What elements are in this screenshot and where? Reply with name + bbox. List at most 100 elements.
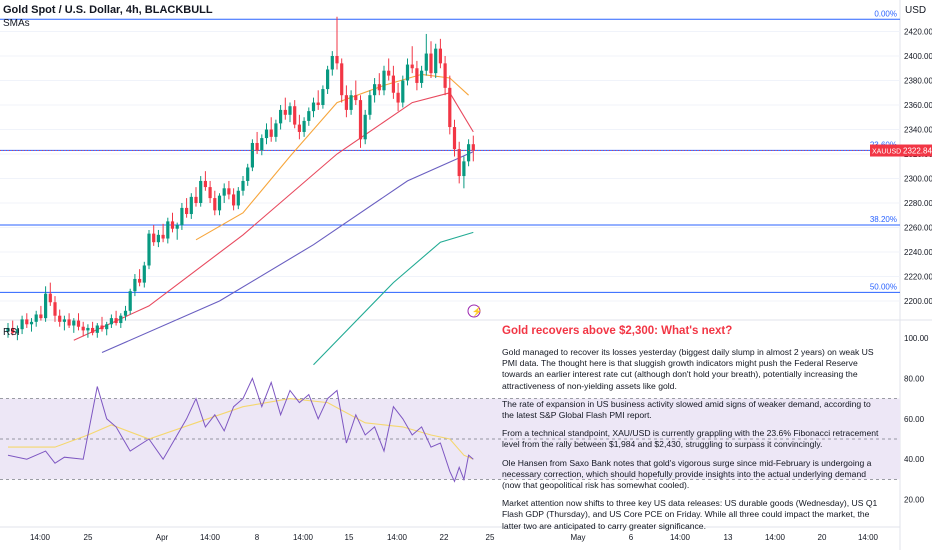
candle-body[interactable] — [138, 278, 142, 283]
candle-body[interactable] — [297, 124, 301, 132]
candle-body[interactable] — [269, 129, 273, 137]
candle-body[interactable] — [250, 142, 254, 168]
candle-body[interactable] — [443, 63, 447, 88]
candle-body[interactable] — [293, 106, 297, 125]
candle-body[interactable] — [109, 318, 113, 325]
candle-body[interactable] — [462, 161, 466, 177]
candle-body[interactable] — [255, 142, 259, 151]
candle-body[interactable] — [142, 265, 146, 283]
candle-body[interactable] — [264, 129, 269, 139]
candle-body[interactable] — [15, 329, 19, 333]
candle-body[interactable] — [448, 87, 452, 128]
candle-body[interactable] — [76, 320, 81, 327]
candle-body[interactable] — [354, 95, 358, 101]
candle-body[interactable] — [377, 84, 381, 91]
candle-body[interactable] — [373, 84, 377, 96]
rsi-study-label[interactable]: RSI — [3, 327, 20, 338]
candle-body[interactable] — [340, 63, 344, 96]
candle-body[interactable] — [194, 196, 198, 203]
candle-body[interactable] — [11, 327, 15, 333]
candle-body[interactable] — [91, 327, 95, 333]
candle-body[interactable] — [471, 144, 475, 151]
candle-body[interactable] — [166, 221, 170, 239]
candle-body[interactable] — [105, 324, 109, 330]
candle-body[interactable] — [241, 180, 245, 191]
candle-body[interactable] — [387, 70, 391, 76]
candle-body[interactable] — [227, 188, 231, 195]
candle-body[interactable] — [452, 127, 457, 150]
symbol-title[interactable]: Gold Spot / U.S. Dollar, 4h, BLACKBULL — [3, 4, 213, 16]
candle-body[interactable] — [405, 64, 410, 81]
candle-body[interactable] — [133, 278, 137, 292]
candle-body[interactable] — [401, 80, 405, 103]
candle-body[interactable] — [391, 75, 395, 93]
candle-body[interactable] — [330, 56, 334, 70]
candle-body[interactable] — [67, 319, 71, 326]
candle-body[interactable] — [114, 318, 118, 324]
candle-body[interactable] — [72, 320, 76, 326]
candle-body[interactable] — [434, 48, 438, 74]
candle-body[interactable] — [25, 319, 29, 325]
candle-body[interactable] — [302, 120, 306, 132]
candle-body[interactable] — [199, 180, 203, 203]
candle-body[interactable] — [311, 102, 316, 112]
candle-body[interactable] — [62, 319, 66, 322]
candle-body[interactable] — [382, 70, 386, 91]
sma-study-label[interactable]: SMAs — [3, 18, 30, 29]
lightning-icon[interactable] — [467, 304, 481, 318]
candle-body[interactable] — [44, 293, 48, 319]
candle-body[interactable] — [260, 138, 264, 151]
candle-body[interactable] — [39, 314, 43, 319]
candle-body[interactable] — [424, 53, 428, 71]
candle-body[interactable] — [119, 315, 123, 324]
candle-body[interactable] — [53, 302, 57, 316]
currency-button[interactable]: USD — [905, 5, 927, 16]
candle-body[interactable] — [420, 70, 424, 83]
candle-body[interactable] — [29, 321, 34, 325]
candle-body[interactable] — [152, 233, 156, 243]
candle-body[interactable] — [457, 149, 461, 177]
candle-body[interactable] — [20, 319, 24, 330]
candle-body[interactable] — [180, 207, 184, 226]
candle-body[interactable] — [236, 190, 240, 206]
candle-body[interactable] — [6, 327, 10, 332]
candle-body[interactable] — [208, 187, 212, 199]
candle-body[interactable] — [48, 293, 52, 303]
candle-body[interactable] — [217, 195, 222, 211]
candle-body[interactable] — [246, 167, 250, 181]
candle-body[interactable] — [279, 109, 283, 124]
candle-body[interactable] — [34, 314, 38, 322]
candle-body[interactable] — [100, 325, 104, 330]
candle-body[interactable] — [429, 53, 433, 74]
candle-body[interactable] — [147, 233, 151, 266]
candle-body[interactable] — [185, 207, 189, 215]
candle-body[interactable] — [410, 64, 414, 69]
candle-body[interactable] — [128, 291, 132, 311]
candle-body[interactable] — [344, 95, 348, 110]
candle-body[interactable] — [349, 95, 353, 110]
candle-body[interactable] — [161, 234, 165, 239]
candle-body[interactable] — [335, 56, 339, 64]
candle-body[interactable] — [358, 100, 363, 140]
candle-body[interactable] — [321, 89, 325, 105]
candle-body[interactable] — [95, 325, 99, 333]
candle-body[interactable] — [316, 102, 320, 105]
candle-body[interactable] — [123, 310, 128, 316]
candle-body[interactable] — [81, 326, 85, 331]
candle-body[interactable] — [213, 198, 217, 211]
candle-body[interactable] — [415, 68, 419, 83]
candle-body[interactable] — [274, 123, 278, 137]
candle-body[interactable] — [307, 111, 311, 121]
candle-body[interactable] — [326, 69, 330, 90]
candle-body[interactable] — [175, 225, 179, 229]
candle-body[interactable] — [203, 180, 207, 188]
candle-body[interactable] — [467, 144, 471, 162]
candle-body[interactable] — [368, 95, 372, 115]
candle-body[interactable] — [232, 194, 236, 206]
candle-body[interactable] — [156, 234, 160, 243]
candle-body[interactable] — [86, 327, 90, 331]
candle-body[interactable] — [222, 188, 226, 196]
candle-body[interactable] — [288, 106, 292, 115]
